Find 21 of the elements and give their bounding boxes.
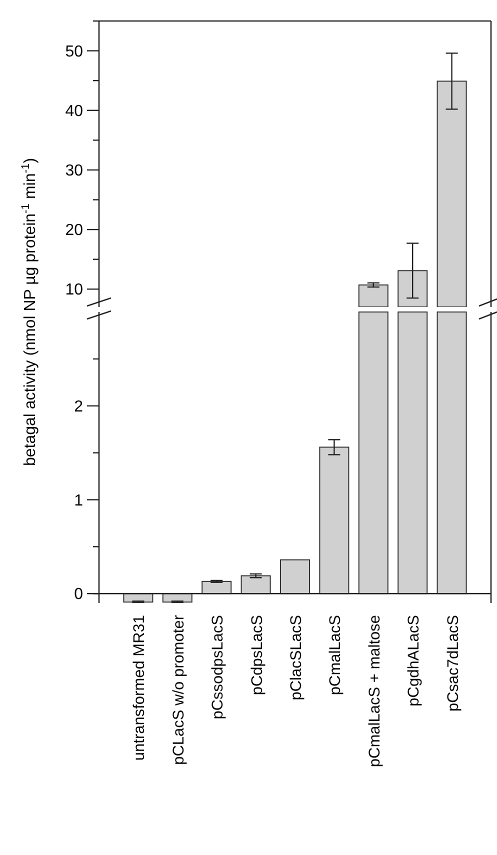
x-tick-label: pCmalLacS + maltose <box>366 615 384 768</box>
x-tick-label: untransformed MR31 <box>131 615 148 761</box>
y-tick-label: 50 <box>65 43 84 60</box>
x-tick-label: pClacSLacS <box>288 615 305 700</box>
y-tick-label: 20 <box>65 222 84 240</box>
x-tick-label: pCmalLacS <box>327 615 344 696</box>
x-tick-label: pCdpsLacS <box>248 615 266 696</box>
bar <box>240 575 271 594</box>
x-tick-label: pCssodpsLacS <box>210 615 227 720</box>
x-tick-label: pCLacS w/o promoter <box>170 615 188 765</box>
bar <box>280 559 310 594</box>
y-tick-label: 1 <box>74 492 84 510</box>
bar <box>202 580 232 594</box>
x-tick-label: pCgdhALacS <box>406 615 423 706</box>
bar <box>319 446 350 594</box>
y-tick-label: 2 <box>74 398 84 416</box>
y-tick-label: 30 <box>65 162 84 180</box>
y-tick-label: 0 <box>74 586 84 604</box>
x-tick-label: pCsac7dLacS <box>444 615 462 712</box>
y-tick-label: 10 <box>65 282 84 299</box>
y-tick-label: 40 <box>65 102 84 120</box>
